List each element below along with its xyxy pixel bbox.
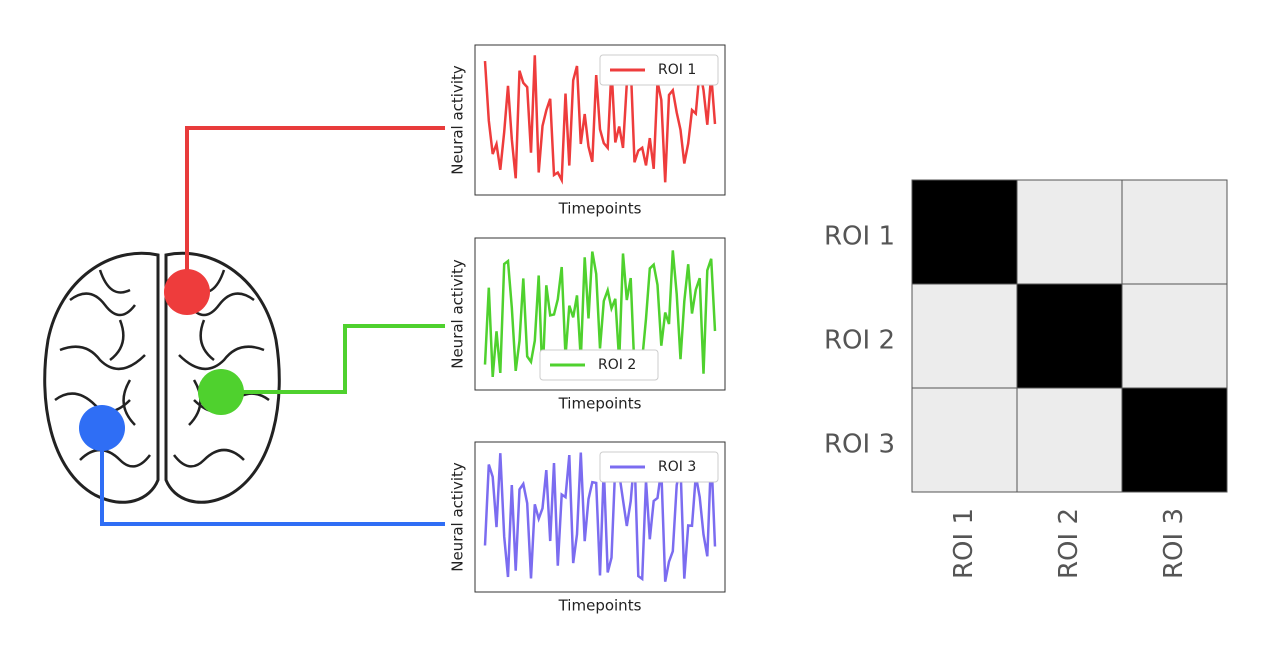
matrix-cell bbox=[911, 179, 1018, 285]
matrix-cell bbox=[1016, 283, 1123, 389]
brain bbox=[43, 251, 281, 504]
legend-box bbox=[599, 54, 719, 86]
matrix-cell bbox=[1016, 387, 1123, 493]
row-label: ROI 1 bbox=[824, 222, 895, 252]
matrix-cell bbox=[911, 387, 1018, 493]
roi-3-marker bbox=[79, 405, 125, 451]
legend-label: ROI 2 bbox=[598, 357, 636, 373]
legend-label: ROI 3 bbox=[658, 459, 696, 475]
y-axis-label: Neural activity bbox=[449, 65, 467, 175]
correlation-matrix: ROI 1 ROI 2 ROI 3 ROI 1 ROI 2 ROI 3 bbox=[824, 179, 1228, 579]
x-axis-label: Timepoints bbox=[558, 597, 642, 615]
column-label: ROI 2 bbox=[1054, 508, 1084, 579]
trace bbox=[483, 55, 717, 185]
column-label: ROI 1 bbox=[949, 508, 979, 579]
roi-2-connector bbox=[221, 324, 445, 394]
matrix-cell bbox=[911, 283, 1018, 389]
trace bbox=[483, 250, 717, 379]
roi-1-connector bbox=[185, 126, 445, 292]
roi-1-marker bbox=[164, 269, 210, 315]
x-axis-label: Timepoints bbox=[558, 200, 642, 218]
matrix-cell bbox=[1121, 283, 1228, 389]
row-label: ROI 3 bbox=[824, 430, 895, 460]
y-axis-label: Neural activity bbox=[449, 259, 467, 369]
x-axis-label: Timepoints bbox=[558, 395, 642, 413]
legend-label: ROI 1 bbox=[658, 62, 696, 78]
timeseries-plots: ROI 1 Timepoints Neural activity ROI 2 Timep… bbox=[449, 44, 726, 615]
row-label: ROI 2 bbox=[824, 326, 895, 356]
matrix-cell bbox=[1121, 387, 1228, 493]
y-axis-label: Neural activity bbox=[449, 462, 467, 572]
matrix-cell bbox=[1016, 179, 1123, 285]
legend-box bbox=[539, 349, 659, 381]
legend-box bbox=[599, 451, 719, 483]
trace bbox=[483, 452, 717, 582]
connectors bbox=[100, 126, 445, 526]
roi-2-marker bbox=[198, 369, 244, 415]
column-label: ROI 3 bbox=[1159, 508, 1189, 579]
matrix-cell bbox=[1121, 179, 1228, 285]
roi-3-connector bbox=[100, 428, 445, 526]
